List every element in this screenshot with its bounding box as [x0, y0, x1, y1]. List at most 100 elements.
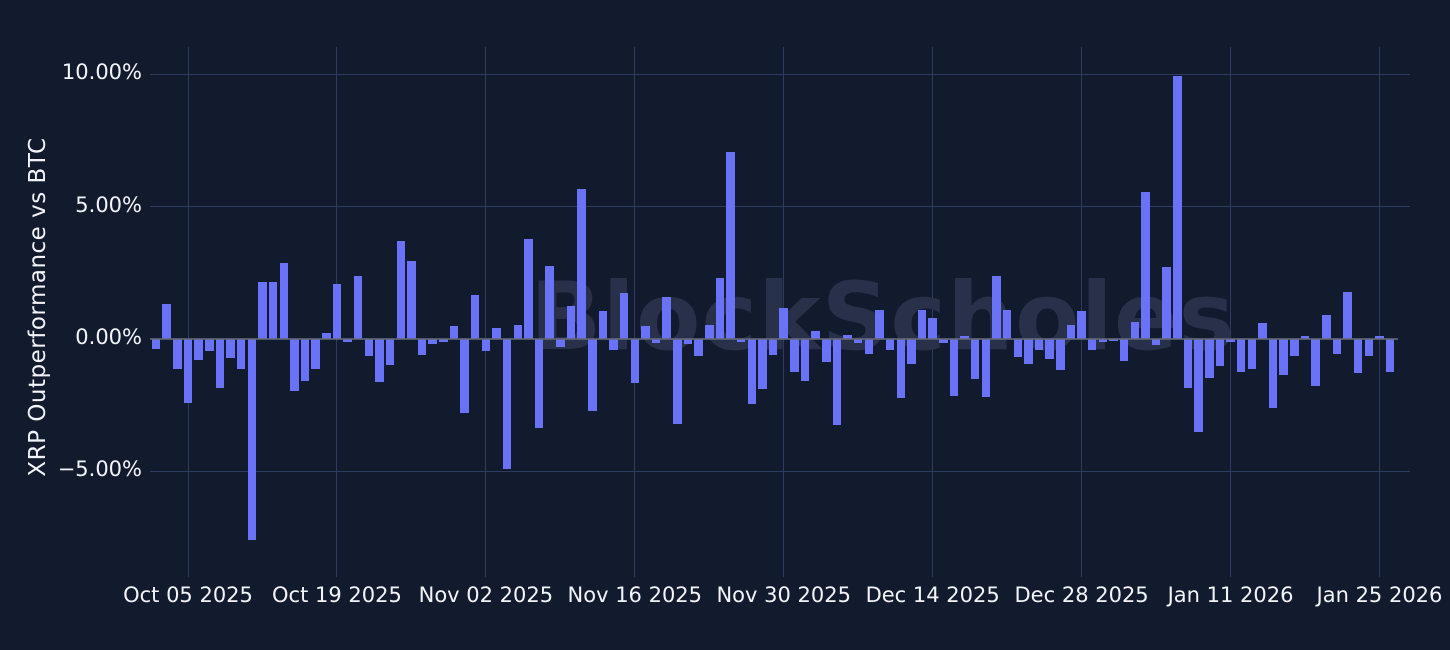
bar[interactable]	[1024, 339, 1033, 364]
bar[interactable]	[662, 296, 671, 339]
bar[interactable]	[822, 339, 831, 363]
bar[interactable]	[407, 260, 416, 339]
bar[interactable]	[811, 331, 820, 339]
bar[interactable]	[566, 306, 576, 339]
bar[interactable]	[896, 339, 905, 398]
bar[interactable]	[268, 282, 278, 339]
bar[interactable]	[247, 339, 257, 541]
bar[interactable]	[1385, 339, 1395, 373]
bar[interactable]	[864, 339, 874, 355]
bar[interactable]	[949, 339, 959, 397]
bar[interactable]	[151, 339, 161, 350]
bar[interactable]	[970, 339, 980, 379]
bar[interactable]	[1279, 339, 1288, 375]
bar[interactable]	[173, 339, 182, 370]
bar[interactable]	[226, 339, 235, 358]
bar[interactable]	[992, 276, 1001, 339]
bar[interactable]	[449, 326, 459, 339]
bar[interactable]	[588, 339, 597, 411]
bar[interactable]	[1098, 339, 1108, 343]
bar[interactable]	[1236, 339, 1246, 373]
bar[interactable]	[928, 318, 937, 339]
bar[interactable]	[1045, 339, 1054, 359]
bar[interactable]	[1119, 339, 1129, 362]
bar[interactable]	[885, 339, 895, 350]
bar[interactable]	[939, 339, 948, 343]
bar[interactable]	[1066, 325, 1076, 339]
bar[interactable]	[279, 263, 288, 339]
bar[interactable]	[673, 339, 682, 424]
bar[interactable]	[258, 282, 267, 339]
bar[interactable]	[353, 276, 363, 339]
bar[interactable]	[1034, 339, 1044, 351]
bar[interactable]	[513, 324, 523, 339]
bar[interactable]	[1375, 336, 1384, 339]
bar[interactable]	[715, 278, 725, 339]
bar[interactable]	[619, 292, 629, 339]
bar[interactable]	[800, 339, 810, 382]
bar[interactable]	[1205, 339, 1214, 378]
bar[interactable]	[641, 326, 650, 339]
bar[interactable]	[375, 339, 384, 383]
bar[interactable]	[236, 339, 246, 370]
bar[interactable]	[396, 240, 406, 339]
bar[interactable]	[534, 339, 544, 428]
bar[interactable]	[853, 339, 863, 344]
bar[interactable]	[1087, 339, 1097, 351]
bar[interactable]	[290, 339, 299, 392]
bar[interactable]	[1353, 339, 1363, 373]
bar[interactable]	[481, 339, 491, 352]
bar[interactable]	[736, 339, 746, 342]
bar[interactable]	[428, 339, 437, 345]
bar[interactable]	[385, 339, 395, 365]
bar[interactable]	[1258, 323, 1267, 339]
bar[interactable]	[439, 339, 448, 342]
bar[interactable]	[524, 239, 533, 339]
bar[interactable]	[1332, 339, 1342, 354]
bar[interactable]	[1226, 339, 1235, 342]
bar[interactable]	[364, 339, 374, 357]
bar[interactable]	[726, 152, 735, 339]
bar[interactable]	[790, 339, 799, 373]
bar[interactable]	[1151, 339, 1161, 345]
bar[interactable]	[1300, 335, 1310, 339]
bar[interactable]	[981, 339, 991, 397]
bar[interactable]	[577, 189, 586, 339]
bar[interactable]	[705, 325, 714, 339]
bar[interactable]	[651, 339, 661, 343]
bar[interactable]	[322, 332, 331, 339]
bar[interactable]	[1268, 339, 1278, 409]
bar[interactable]	[162, 304, 171, 339]
bar[interactable]	[1215, 339, 1225, 366]
bar[interactable]	[1130, 322, 1140, 339]
bar[interactable]	[694, 339, 703, 357]
bar[interactable]	[1077, 310, 1086, 339]
bar[interactable]	[215, 339, 225, 388]
bar[interactable]	[907, 339, 916, 364]
bar[interactable]	[183, 339, 193, 403]
bar[interactable]	[1013, 339, 1023, 357]
bar[interactable]	[300, 339, 310, 382]
bar[interactable]	[1173, 75, 1182, 339]
bar[interactable]	[1183, 339, 1193, 388]
bar[interactable]	[556, 339, 565, 347]
bar[interactable]	[460, 339, 469, 413]
bar[interactable]	[1162, 267, 1171, 339]
bar[interactable]	[1364, 339, 1374, 356]
bar[interactable]	[758, 339, 767, 389]
bar[interactable]	[843, 335, 852, 339]
bar[interactable]	[779, 308, 788, 339]
bar[interactable]	[1247, 339, 1257, 369]
bar[interactable]	[598, 310, 608, 339]
bar[interactable]	[875, 310, 884, 339]
bar[interactable]	[343, 339, 352, 342]
bar[interactable]	[492, 328, 501, 339]
bar[interactable]	[1194, 339, 1203, 433]
bar[interactable]	[683, 339, 693, 345]
bar[interactable]	[311, 339, 320, 369]
bar[interactable]	[1290, 339, 1299, 357]
bar[interactable]	[768, 339, 778, 355]
bar[interactable]	[1056, 339, 1065, 371]
bar[interactable]	[917, 310, 927, 339]
bar[interactable]	[1311, 339, 1320, 386]
